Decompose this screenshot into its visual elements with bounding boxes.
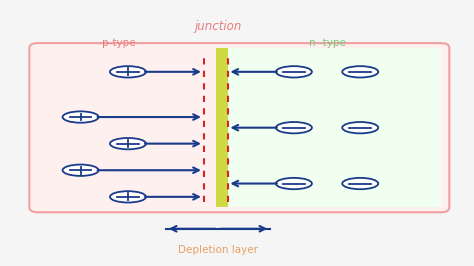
Bar <box>216 48 228 207</box>
Text: n -type: n -type <box>309 38 346 48</box>
Ellipse shape <box>110 191 146 202</box>
Ellipse shape <box>110 66 146 77</box>
Ellipse shape <box>342 66 378 77</box>
Ellipse shape <box>342 178 378 189</box>
Ellipse shape <box>276 178 312 189</box>
Ellipse shape <box>63 165 99 176</box>
Ellipse shape <box>276 122 312 133</box>
Ellipse shape <box>342 122 378 133</box>
Ellipse shape <box>276 66 312 77</box>
Ellipse shape <box>63 111 99 123</box>
Ellipse shape <box>110 138 146 149</box>
Bar <box>228 48 441 207</box>
Text: junction: junction <box>194 20 242 33</box>
Text: p-type: p-type <box>102 38 135 48</box>
FancyBboxPatch shape <box>29 43 449 212</box>
Text: Depletion layer: Depletion layer <box>178 245 258 255</box>
